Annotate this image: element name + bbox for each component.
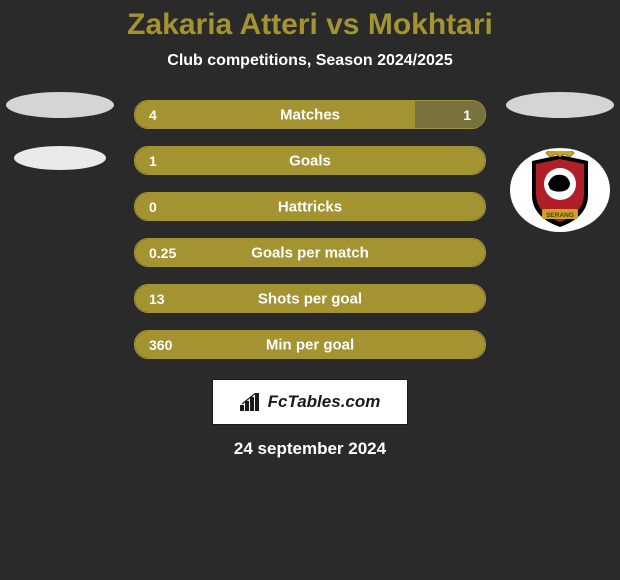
stat-bar: 0.25 Goals per match [134,238,486,267]
right-player-col: SERANG [500,92,620,232]
comparison-card: Zakaria Atteri vs Mokhtari Club competit… [0,0,620,580]
left-ellipse-1 [6,92,114,118]
stat-value-left: 0 [149,199,157,215]
subtitle: Club competitions, Season 2024/2025 [167,52,452,70]
stat-label: Goals [289,152,331,169]
svg-text:SERANG: SERANG [546,212,574,219]
stat-bar: 360 Min per goal [134,330,486,359]
stat-fill-right [415,101,485,128]
stat-label: Min per goal [266,336,354,353]
fctables-text: FcTables.com [268,392,381,412]
right-ellipse-1 [506,92,614,118]
left-player-col [0,92,120,170]
stat-value-left: 4 [149,107,157,123]
stat-fill-left [135,101,415,128]
stat-bar: 0 Hattricks [134,192,486,221]
stat-bar: 13 Shots per goal [134,284,486,313]
stat-value-left: 1 [149,153,157,169]
bars-icon [240,393,262,411]
stat-value-left: 0.25 [149,245,176,261]
fctables-watermark: FcTables.com [212,379,408,425]
date-text: 24 september 2024 [234,439,386,459]
stat-label: Shots per goal [258,290,362,307]
shield-icon: SERANG [524,151,596,229]
stat-bars: 4 1 Matches 1 Goals 0 Hattricks 0.25 Goals per m… [134,100,486,359]
page-title: Zakaria Atteri vs Mokhtari [127,8,493,42]
stat-value-right: 1 [463,107,471,123]
stat-label: Goals per match [251,244,369,261]
stat-value-left: 360 [149,337,172,353]
left-ellipse-2 [14,146,106,170]
club-badge: SERANG [510,148,610,232]
stat-bar: 4 1 Matches [134,100,486,129]
stat-value-left: 13 [149,291,165,307]
stat-label: Matches [280,106,340,123]
stat-label: Hattricks [278,198,342,215]
stat-bar: 1 Goals [134,146,486,175]
main-area: SERANG 4 1 Matches 1 Goals 0 Hattricks 0.25 Goal… [0,100,620,359]
